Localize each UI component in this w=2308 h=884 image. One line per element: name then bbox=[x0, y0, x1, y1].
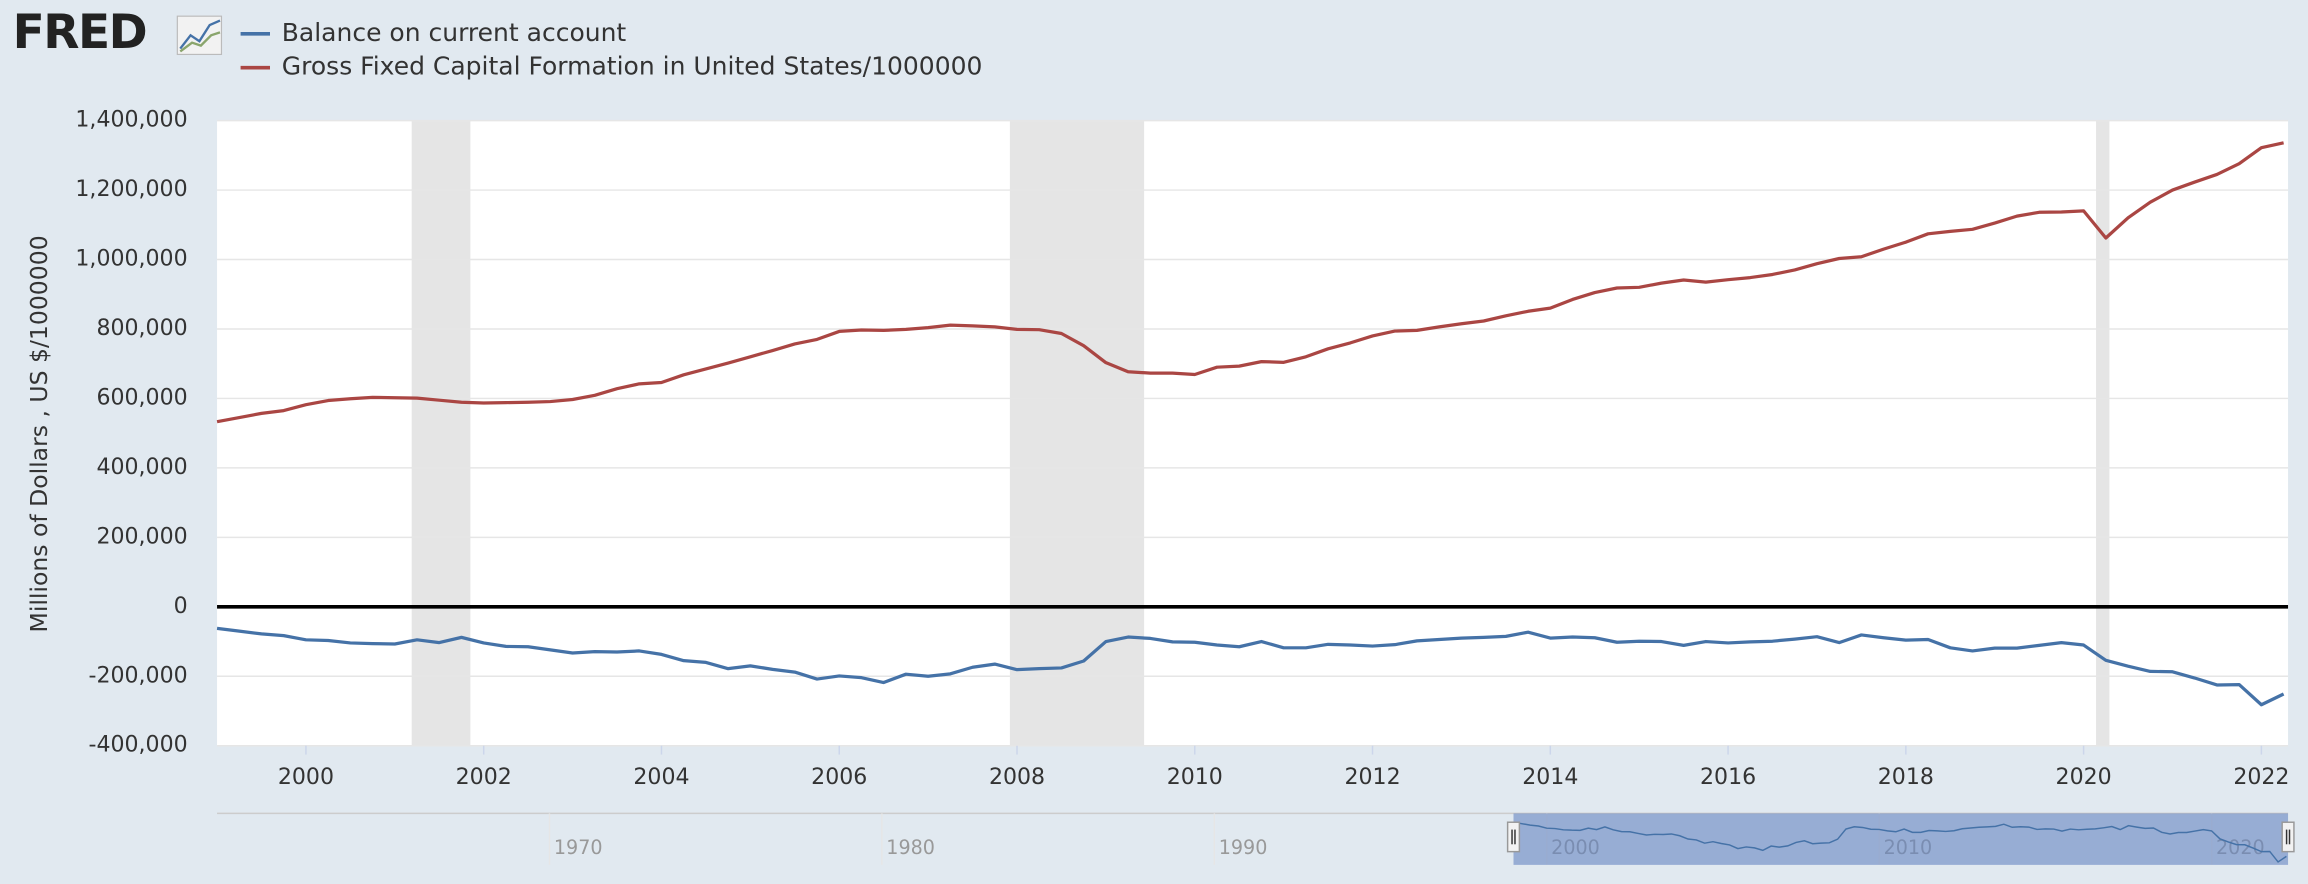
y-tick-label: -400,000 bbox=[89, 733, 188, 758]
y-tick-label: 1,400,000 bbox=[75, 108, 187, 133]
series-line bbox=[216, 626, 2285, 707]
x-tick-label: 2014 bbox=[1522, 765, 1578, 790]
x-tick-label: 2004 bbox=[633, 765, 689, 790]
x-tick-label: 2010 bbox=[1167, 765, 1223, 790]
x-tick-label: 2022 bbox=[2233, 765, 2289, 790]
series-line bbox=[216, 141, 2284, 424]
navigator-tick-label: 1990 bbox=[1219, 836, 1268, 859]
recession-band bbox=[411, 120, 471, 746]
y-tick-label: 800,000 bbox=[96, 316, 187, 341]
navigator-handle[interactable] bbox=[1506, 821, 1521, 853]
navigator-handle-box bbox=[2281, 821, 2295, 853]
y-axis-label: Millions of Dollars , US $/1000000 bbox=[25, 235, 53, 632]
x-tick-label: 2002 bbox=[456, 765, 512, 790]
recession-band bbox=[1009, 120, 1145, 746]
legend-label: Balance on current account bbox=[282, 18, 627, 47]
navigator-handle-box bbox=[1506, 821, 1521, 853]
y-tick-label: -200,000 bbox=[89, 663, 188, 688]
y-tick-label: 0 bbox=[174, 594, 188, 619]
y-tick-label: 600,000 bbox=[96, 385, 187, 410]
x-tick-label: 2020 bbox=[2056, 765, 2112, 790]
navigator-handle[interactable] bbox=[2281, 821, 2295, 853]
logo-icon bbox=[176, 15, 223, 56]
y-tick-label: 1,200,000 bbox=[75, 177, 187, 202]
y-tick-label: 1,000,000 bbox=[75, 247, 187, 272]
logo: FRED bbox=[13, 5, 147, 60]
legend-label: Gross Fixed Capital Formation in United … bbox=[282, 52, 983, 81]
navigator-tick-label: 1980 bbox=[886, 836, 935, 859]
navigator-tick-label: 1970 bbox=[554, 836, 603, 859]
x-tick-label: 2012 bbox=[1344, 765, 1400, 790]
navigator-series bbox=[1513, 821, 2287, 863]
x-tick-label: 2008 bbox=[989, 765, 1045, 790]
x-tick-label: 2018 bbox=[1878, 765, 1934, 790]
x-tick-label: 2000 bbox=[278, 765, 334, 790]
y-tick-label: 400,000 bbox=[96, 455, 187, 480]
x-tick-label: 2006 bbox=[811, 765, 867, 790]
navigator-selection bbox=[1513, 813, 2289, 865]
plot-area bbox=[217, 120, 2289, 746]
recession-band bbox=[2096, 120, 2110, 746]
y-tick-label: 200,000 bbox=[96, 524, 187, 549]
x-tick-label: 2016 bbox=[1700, 765, 1756, 790]
